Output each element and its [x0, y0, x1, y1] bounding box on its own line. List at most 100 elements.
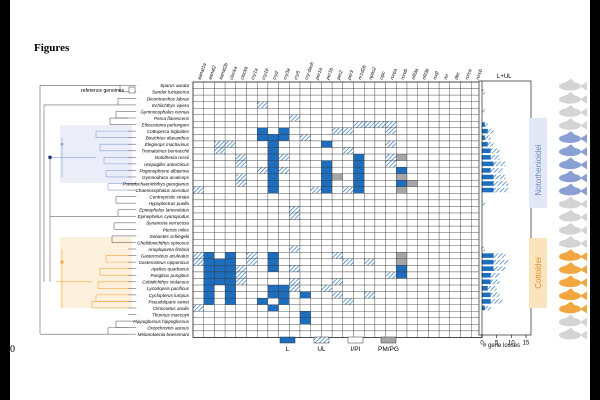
- species-label: Notothenia rossii: [155, 155, 190, 160]
- matrix-cell: [246, 166, 258, 174]
- matrix-cell: [224, 88, 236, 96]
- matrix-cell: [364, 180, 376, 187]
- matrix-cell: [417, 291, 429, 299]
- matrix-cell: [385, 317, 397, 325]
- matrix-cell: [267, 121, 279, 129]
- matrix-cell: [353, 81, 365, 89]
- matrix-cell: [257, 212, 269, 220]
- fish-tail: [580, 238, 587, 248]
- matrix-cell: [396, 212, 408, 220]
- matrix-cell: [321, 291, 333, 299]
- matrix-cell: [385, 193, 397, 201]
- matrix-cell: [342, 199, 354, 207]
- matrix-cell: [235, 134, 247, 142]
- matrix-cell: [278, 271, 290, 279]
- matrix-cell: [374, 199, 386, 207]
- matrix-cell: [374, 94, 386, 102]
- matrix-cell: [310, 180, 322, 187]
- fish-body: [559, 134, 581, 143]
- matrix-cell: [417, 180, 429, 187]
- matrix-cell: [353, 186, 365, 194]
- matrix-cell: [396, 219, 408, 227]
- matrix-cell: [449, 173, 461, 181]
- matrix-cell: [449, 127, 461, 135]
- matrix-cell: [342, 212, 354, 220]
- legend-label: UL: [317, 346, 326, 353]
- matrix-cell: [310, 127, 322, 135]
- matrix-cell: [364, 101, 376, 109]
- matrix-cell: [417, 245, 429, 253]
- gene-headers: aanat1a aanat2 aanat2b clocka clockb cry1a cry…: [197, 61, 485, 82]
- unitary-loss-bar: [493, 174, 506, 180]
- matrix-cell: [438, 317, 450, 325]
- matrix-cell: [417, 271, 429, 279]
- matrix-cell: [246, 291, 258, 299]
- matrix-cell: [214, 225, 226, 233]
- matrix-cell: [364, 88, 376, 96]
- matrix-cell: [385, 121, 397, 129]
- matrix-cell: [428, 239, 440, 246]
- matrix-cell: [438, 252, 450, 260]
- species-label: Epinephelus lanceolatus: [139, 208, 190, 213]
- matrix-cell: [374, 186, 386, 194]
- matrix-cell: [203, 330, 215, 338]
- summary-header: L+UL: [497, 74, 512, 80]
- matrix-cell: [449, 206, 461, 214]
- matrix-cell: [289, 186, 301, 194]
- matrix-cell: [364, 258, 376, 266]
- matrix-cell: [331, 212, 343, 220]
- matrix-cell: [289, 330, 301, 338]
- matrix-cell: [364, 193, 376, 201]
- matrix-cell: [342, 278, 354, 286]
- matrix-cell: [257, 127, 269, 135]
- matrix-cell: [396, 101, 408, 109]
- species-label: Centropristis striata: [149, 195, 189, 200]
- matrix-cell: [321, 166, 333, 174]
- matrix-cell: [342, 324, 354, 332]
- matrix-cell: [396, 108, 408, 115]
- matrix-cell: [385, 219, 397, 227]
- matrix-cell: [449, 239, 461, 246]
- matrix-cell: [289, 284, 301, 292]
- matrix-cell: [385, 239, 397, 246]
- matrix-cell: [278, 127, 290, 135]
- matrix-cell: [299, 173, 311, 181]
- matrix-cell: [235, 173, 247, 181]
- species-label: Bovichtus diacanthus: [146, 136, 190, 141]
- matrix-cell: [342, 134, 354, 142]
- matrix-cell: [353, 160, 365, 168]
- matrix-cell: [438, 324, 450, 332]
- matrix-cell: [374, 219, 386, 227]
- matrix-cell: [310, 311, 322, 318]
- species-label: Anoplopoma fimbria: [147, 247, 189, 252]
- matrix-cell: [235, 81, 247, 89]
- matrix-cell: [396, 258, 408, 266]
- matrix-cell: [396, 252, 408, 260]
- matrix-cell: [214, 245, 226, 253]
- matrix-cell: [299, 153, 311, 161]
- fish-silhouette: [559, 196, 587, 209]
- matrix-cell: [203, 166, 215, 174]
- matrix-cell: [364, 186, 376, 194]
- matrix-cell: [214, 186, 226, 194]
- fish-fin: [565, 222, 575, 227]
- matrix-cell: [438, 127, 450, 135]
- matrix-cell: [310, 278, 322, 286]
- matrix-cell: [192, 193, 204, 201]
- matrix-cell: [267, 239, 279, 246]
- matrix-cell: [406, 278, 418, 286]
- matrix-cell: [192, 324, 204, 332]
- matrix-cell: [214, 311, 226, 318]
- matrix-cell: [385, 114, 397, 122]
- matrix-cell: [342, 101, 354, 109]
- matrix-cell: [192, 284, 204, 292]
- matrix-cell: [449, 212, 461, 220]
- matrix-cell: [374, 324, 386, 332]
- matrix-cell: [289, 324, 301, 332]
- matrix-cell: [417, 101, 429, 109]
- matrix-cell: [342, 140, 354, 148]
- fish-body: [559, 226, 581, 235]
- matrix-cell: [203, 127, 215, 135]
- matrix-cell: [203, 278, 215, 286]
- matrix-cell: [374, 134, 386, 142]
